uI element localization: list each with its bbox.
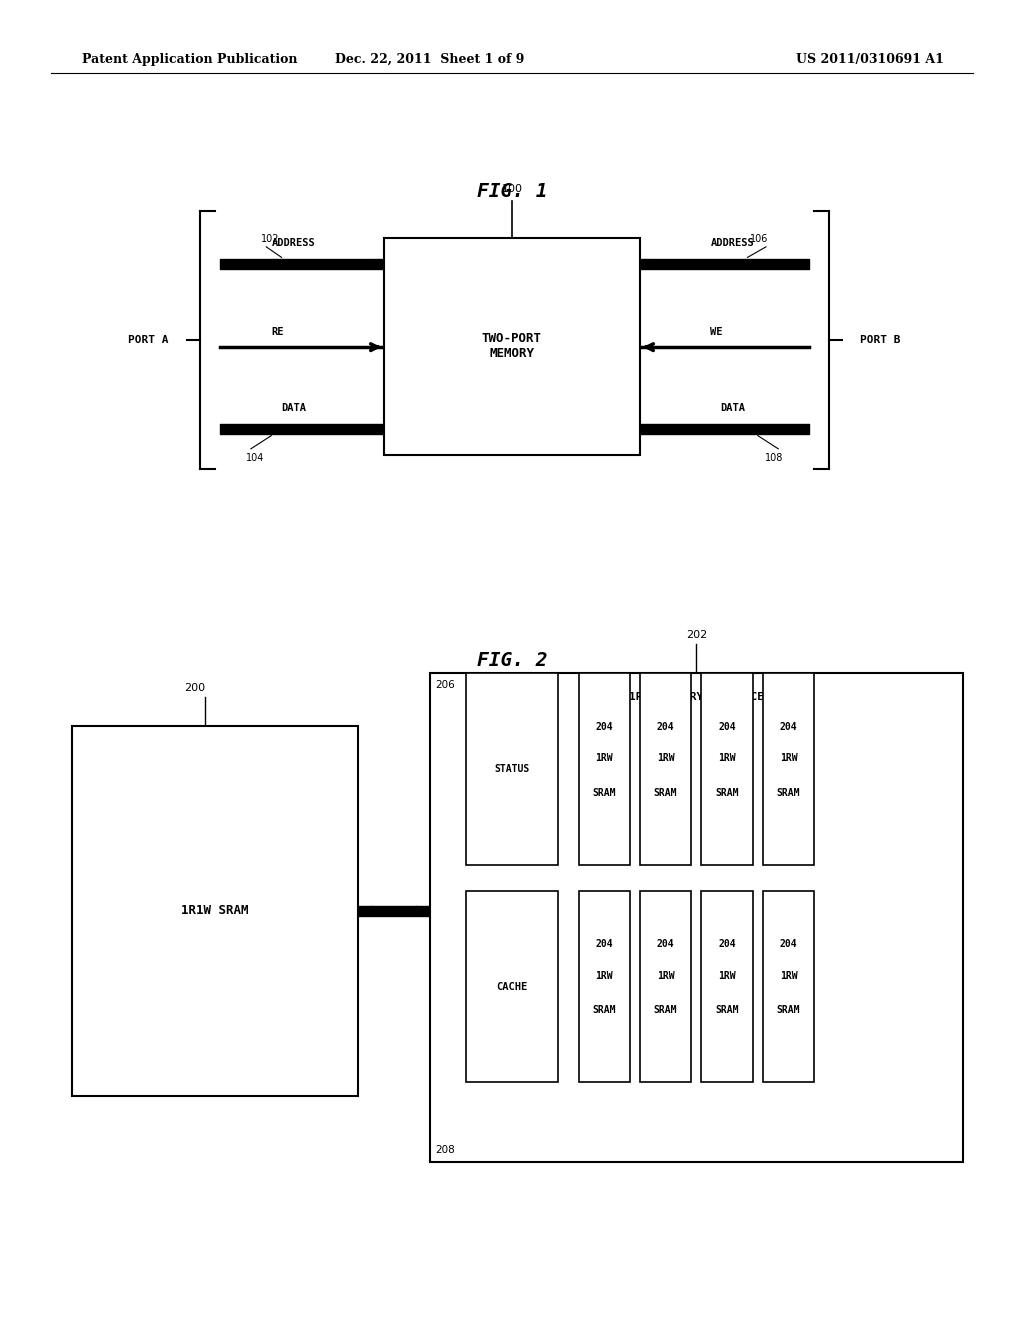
Text: 1RW: 1RW: [595, 972, 613, 981]
Bar: [72, 726, 358, 1096]
Text: SRAM: SRAM: [654, 1006, 677, 1015]
Bar: [466, 891, 558, 1082]
Text: ADDRESS: ADDRESS: [272, 238, 315, 248]
Bar: [701, 673, 753, 865]
Text: 204: 204: [779, 940, 798, 949]
Text: 1R1W SRAM: 1R1W SRAM: [181, 904, 249, 917]
Text: STATUS: STATUS: [495, 764, 529, 774]
Text: 204: 204: [779, 722, 798, 731]
Text: 204: 204: [718, 722, 736, 731]
Text: 108: 108: [765, 453, 783, 463]
Text: 1RW: 1RW: [779, 754, 798, 763]
Text: 204: 204: [656, 722, 675, 731]
Text: SRAM: SRAM: [593, 788, 615, 797]
Bar: [763, 891, 814, 1082]
Text: CACHE: CACHE: [497, 982, 527, 991]
Text: DATA: DATA: [282, 403, 306, 413]
Text: 1RW: 1RW: [656, 972, 675, 981]
Text: Dec. 22, 2011  Sheet 1 of 9: Dec. 22, 2011 Sheet 1 of 9: [336, 53, 524, 66]
Text: 204: 204: [718, 940, 736, 949]
Bar: [579, 891, 630, 1082]
Bar: [384, 238, 640, 455]
Text: PORT A: PORT A: [128, 335, 169, 345]
Text: SRAM: SRAM: [777, 1006, 800, 1015]
Text: ADDRESS: ADDRESS: [711, 238, 755, 248]
Text: 1R1W MEMORY INSTANCE: 1R1W MEMORY INSTANCE: [629, 692, 764, 702]
Bar: [430, 673, 963, 1162]
Text: SRAM: SRAM: [654, 788, 677, 797]
Text: SRAM: SRAM: [777, 788, 800, 797]
Text: SRAM: SRAM: [716, 1006, 738, 1015]
Text: 104: 104: [246, 453, 264, 463]
Bar: [579, 673, 630, 865]
Text: 106: 106: [750, 234, 768, 244]
Bar: [763, 673, 814, 865]
Text: 1RW: 1RW: [718, 754, 736, 763]
Text: 200: 200: [184, 682, 205, 693]
Text: 1RW: 1RW: [718, 972, 736, 981]
Text: WE: WE: [710, 326, 722, 337]
Text: RE: RE: [271, 326, 284, 337]
Text: 204: 204: [595, 722, 613, 731]
Text: 204: 204: [595, 940, 613, 949]
Text: 206: 206: [435, 680, 455, 690]
Text: 102: 102: [261, 234, 280, 244]
Bar: [640, 673, 691, 865]
Text: US 2011/0310691 A1: US 2011/0310691 A1: [797, 53, 944, 66]
Bar: [466, 673, 558, 865]
Bar: [640, 891, 691, 1082]
Text: 202: 202: [686, 630, 707, 640]
Text: SRAM: SRAM: [593, 1006, 615, 1015]
Text: PORT B: PORT B: [860, 335, 901, 345]
Text: FIG. 1: FIG. 1: [477, 182, 547, 201]
Text: FIG. 2: FIG. 2: [477, 651, 547, 669]
Text: 100: 100: [502, 183, 522, 194]
Bar: [701, 891, 753, 1082]
Text: 1RW: 1RW: [779, 972, 798, 981]
Text: 208: 208: [435, 1144, 455, 1155]
Text: Patent Application Publication: Patent Application Publication: [82, 53, 297, 66]
Text: 204: 204: [656, 940, 675, 949]
Text: 1RW: 1RW: [656, 754, 675, 763]
Text: 1RW: 1RW: [595, 754, 613, 763]
Text: SRAM: SRAM: [716, 788, 738, 797]
Text: DATA: DATA: [721, 403, 745, 413]
Text: TWO-PORT
MEMORY: TWO-PORT MEMORY: [482, 333, 542, 360]
